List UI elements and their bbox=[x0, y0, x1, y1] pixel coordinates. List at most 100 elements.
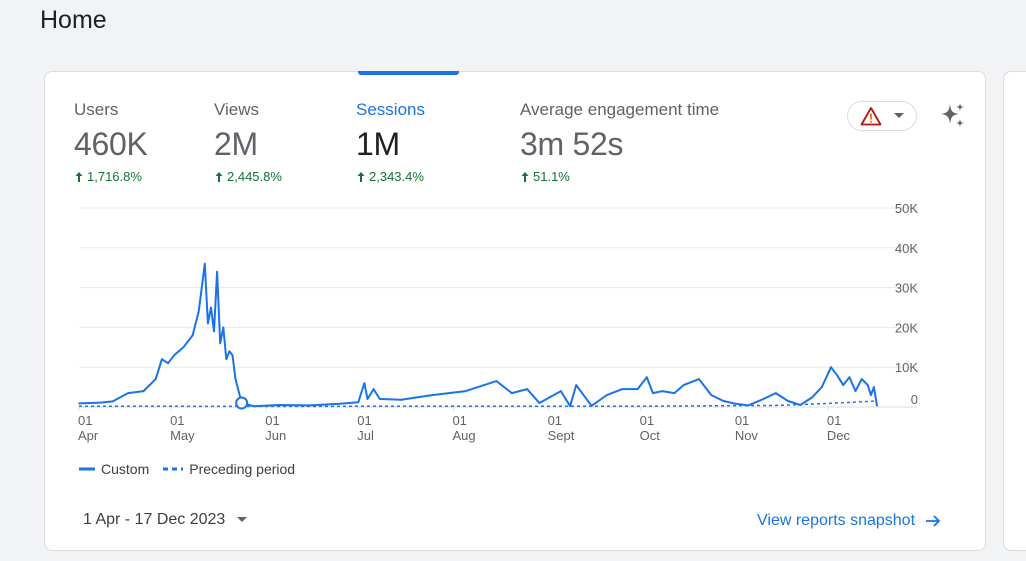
overview-card: Users 460K 1,716.8% Views 2M 2,445.8% Se… bbox=[44, 71, 986, 551]
data-point bbox=[400, 399, 403, 401]
data-point bbox=[661, 390, 663, 392]
metric-change: 2,343.4% bbox=[356, 169, 425, 184]
data-point bbox=[799, 404, 802, 406]
data-point bbox=[431, 394, 433, 396]
data-point bbox=[197, 310, 200, 313]
view-reports-snapshot-link[interactable]: View reports snapshot bbox=[757, 512, 941, 530]
data-point bbox=[253, 405, 255, 408]
warning-triangle-icon bbox=[860, 107, 882, 126]
data-point bbox=[167, 362, 169, 365]
x-tick-month: Nov bbox=[735, 428, 759, 443]
chart-hover-marker[interactable] bbox=[235, 396, 249, 410]
data-point bbox=[378, 398, 381, 400]
metric-change-value: 2,445.8% bbox=[227, 169, 282, 184]
x-axis: 01Apr01May01Jun01Jul01Aug01Sept01Oct01No… bbox=[78, 407, 851, 443]
data-point bbox=[495, 380, 498, 382]
data-point bbox=[820, 386, 823, 388]
data-point bbox=[204, 262, 206, 265]
data-point bbox=[866, 384, 869, 386]
data-point bbox=[154, 378, 157, 380]
date-range-selector[interactable]: 1 Apr - 17 Dec 2023 bbox=[83, 511, 248, 529]
metric-value: 460K bbox=[74, 126, 148, 162]
x-tick-month: Jul bbox=[357, 428, 374, 443]
data-point bbox=[606, 394, 608, 396]
data-point bbox=[222, 326, 225, 329]
data-point bbox=[228, 350, 231, 353]
legend-solid-line-icon bbox=[79, 467, 95, 471]
metric-change-value: 1,716.8% bbox=[87, 169, 142, 184]
metric-label: Sessions bbox=[356, 100, 425, 119]
data-quality-alert-button[interactable] bbox=[847, 101, 917, 131]
data-point bbox=[646, 376, 648, 378]
arrow-right-icon bbox=[926, 515, 941, 527]
data-point bbox=[722, 400, 725, 402]
data-point bbox=[652, 392, 654, 394]
data-point bbox=[510, 392, 513, 394]
metric-change: 1,716.8% bbox=[74, 169, 148, 184]
caret-down-icon bbox=[237, 517, 248, 522]
metric-sessions[interactable]: Sessions 1M 2,343.4% bbox=[356, 100, 425, 184]
data-point bbox=[210, 306, 212, 309]
x-tick-day: 01 bbox=[827, 413, 841, 428]
x-tick-month: Aug bbox=[452, 428, 475, 443]
y-tick-label: 10K bbox=[895, 360, 918, 375]
data-point bbox=[191, 334, 194, 337]
data-point bbox=[673, 392, 676, 394]
metric-average-engagement-time[interactable]: Average engagement time 3m 52s 51.1% bbox=[520, 100, 719, 184]
arrow-up-icon bbox=[357, 171, 365, 182]
legend-item-preceding-period[interactable]: Preceding period bbox=[163, 461, 295, 477]
data-point bbox=[590, 405, 593, 407]
data-point bbox=[560, 390, 562, 392]
data-point bbox=[182, 346, 185, 349]
x-tick-month: Dec bbox=[827, 428, 851, 443]
metric-label: Users bbox=[74, 100, 119, 119]
y-tick-label: 0 bbox=[911, 392, 918, 407]
sparkle-icon[interactable] bbox=[938, 101, 968, 131]
data-point bbox=[234, 378, 237, 380]
metric-value: 3m 52s bbox=[520, 126, 624, 162]
data-point bbox=[538, 402, 541, 404]
chart-grid bbox=[79, 207, 917, 408]
data-point bbox=[231, 354, 234, 357]
caret-down-icon bbox=[894, 113, 904, 118]
x-tick-day: 01 bbox=[548, 413, 562, 428]
metric-views[interactable]: Views 2M 2,445.8% bbox=[214, 100, 282, 184]
x-tick-day: 01 bbox=[170, 413, 184, 428]
metric-change-value: 51.1% bbox=[533, 169, 570, 184]
data-point bbox=[830, 366, 832, 368]
y-tick-label: 30K bbox=[895, 281, 918, 296]
data-point bbox=[854, 390, 857, 392]
x-tick-month: Jun bbox=[265, 428, 286, 443]
data-point bbox=[636, 388, 639, 390]
data-point bbox=[78, 402, 80, 405]
data-point bbox=[357, 401, 360, 404]
x-tick-month: Oct bbox=[640, 428, 661, 443]
data-point bbox=[735, 403, 737, 405]
data-point bbox=[575, 384, 578, 386]
data-point bbox=[860, 378, 863, 380]
data-point bbox=[142, 390, 145, 392]
data-point bbox=[366, 398, 369, 400]
adjacent-card-edge bbox=[1003, 71, 1026, 551]
data-point bbox=[111, 400, 114, 403]
y-tick-label: 40K bbox=[895, 241, 918, 256]
data-point bbox=[876, 405, 878, 407]
view-reports-snapshot-label: View reports snapshot bbox=[757, 512, 916, 529]
data-point bbox=[762, 398, 765, 400]
legend-item-custom[interactable]: Custom bbox=[79, 461, 149, 477]
data-point bbox=[216, 270, 218, 273]
active-metric-indicator bbox=[358, 71, 459, 75]
data-point bbox=[207, 322, 209, 325]
series-line-custom bbox=[78, 262, 878, 408]
data-point bbox=[836, 374, 838, 376]
arrow-up-icon bbox=[215, 171, 223, 182]
data-point bbox=[363, 382, 366, 384]
data-point bbox=[848, 376, 851, 378]
data-point bbox=[811, 396, 814, 398]
x-tick-day: 01 bbox=[265, 413, 279, 428]
chart-legend: Custom Preceding period bbox=[79, 461, 309, 477]
metric-users[interactable]: Users 460K 1,716.8% bbox=[74, 100, 148, 184]
series-points-custom bbox=[78, 262, 878, 408]
data-point bbox=[213, 330, 215, 333]
